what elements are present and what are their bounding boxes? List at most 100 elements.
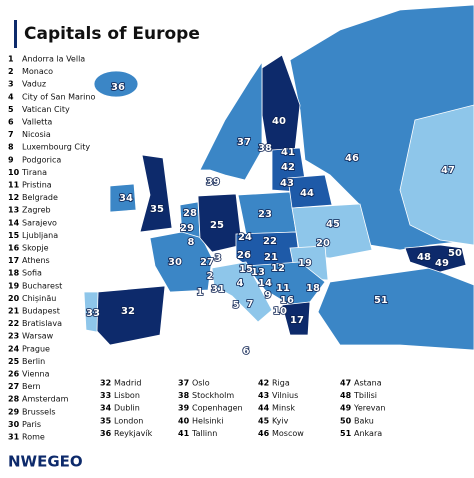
capital-name: Athens bbox=[22, 256, 50, 265]
capital-number: 46 bbox=[258, 429, 270, 438]
capital-number: 36 bbox=[100, 429, 112, 438]
logo: NWEGEO bbox=[8, 453, 83, 471]
map-label: 4 bbox=[237, 278, 244, 289]
capital-name: Andorra la Vella bbox=[22, 55, 85, 64]
capital-name: Oslo bbox=[192, 379, 210, 388]
map-label: 43 bbox=[280, 178, 294, 189]
capital-number: 12 bbox=[8, 193, 19, 202]
capital-number: 26 bbox=[8, 370, 20, 379]
map-label: 24 bbox=[238, 232, 252, 243]
map-label: 42 bbox=[281, 162, 295, 173]
capital-name: London bbox=[114, 416, 143, 425]
capital-name: Yerevan bbox=[353, 404, 386, 413]
capital-number: 35 bbox=[100, 416, 112, 425]
capital-name: Pristina bbox=[22, 181, 52, 190]
map-label: 10 bbox=[273, 306, 287, 317]
capital-number: 38 bbox=[178, 391, 190, 400]
map-label: 28 bbox=[183, 208, 197, 219]
capital-name: Lisbon bbox=[114, 391, 140, 400]
map-label: 44 bbox=[300, 188, 314, 199]
map-label: 41 bbox=[281, 147, 295, 158]
map-label: 26 bbox=[237, 250, 251, 261]
map-label: 32 bbox=[121, 306, 135, 317]
greece bbox=[281, 301, 311, 336]
capital-number: 5 bbox=[8, 105, 14, 114]
capital-name: Sarajevo bbox=[22, 218, 57, 227]
capital-number: 48 bbox=[340, 391, 352, 400]
map-label: 23 bbox=[258, 209, 272, 220]
capital-number: 39 bbox=[178, 404, 190, 413]
map-label: 36 bbox=[111, 82, 125, 93]
capital-number: 51 bbox=[340, 429, 352, 438]
map-label: 34 bbox=[119, 193, 133, 204]
capital-number: 20 bbox=[8, 294, 20, 303]
kazakhstan bbox=[399, 104, 474, 246]
capital-name: Kyiv bbox=[272, 416, 289, 425]
map-label: 31 bbox=[211, 284, 225, 295]
capital-name: Warsaw bbox=[22, 332, 54, 341]
capital-number: 44 bbox=[258, 404, 270, 413]
capital-name: Zagreb bbox=[22, 206, 51, 215]
map-label: 49 bbox=[435, 258, 449, 269]
map-label: 35 bbox=[150, 204, 164, 215]
map-label: 50 bbox=[448, 248, 462, 259]
capital-number: 43 bbox=[258, 391, 269, 400]
capital-name: Helsinki bbox=[192, 416, 223, 425]
caucasus bbox=[404, 244, 467, 273]
capital-number: 37 bbox=[178, 379, 189, 388]
capital-number: 33 bbox=[100, 391, 111, 400]
title-accent bbox=[14, 20, 17, 48]
capital-name: Belgrade bbox=[22, 193, 58, 202]
map-label: 16 bbox=[280, 295, 294, 306]
map-label: 2 bbox=[207, 271, 214, 282]
ireland bbox=[109, 183, 137, 213]
map-label: 15 bbox=[239, 264, 253, 275]
capital-number: 3 bbox=[8, 80, 14, 89]
map-label: 5 bbox=[233, 300, 240, 311]
capital-number: 13 bbox=[8, 206, 19, 215]
map-label: 51 bbox=[374, 295, 388, 306]
capital-number: 18 bbox=[8, 269, 20, 278]
capital-number: 8 bbox=[8, 143, 14, 152]
capital-number: 42 bbox=[258, 379, 269, 388]
map-label: 37 bbox=[237, 137, 251, 148]
map-label: 14 bbox=[258, 278, 272, 289]
map-label: 20 bbox=[316, 238, 330, 249]
capital-number: 16 bbox=[8, 244, 20, 253]
map-label: 1 bbox=[197, 287, 204, 298]
capital-name: Rome bbox=[22, 433, 45, 442]
capital-number: 49 bbox=[340, 404, 352, 413]
map-label: 48 bbox=[417, 252, 431, 263]
capital-number: 9 bbox=[8, 155, 14, 164]
capital-number: 14 bbox=[8, 218, 20, 227]
capital-number: 50 bbox=[340, 416, 352, 425]
capital-name: Sofia bbox=[22, 269, 42, 278]
map bbox=[83, 4, 474, 351]
map-label: 11 bbox=[276, 283, 290, 294]
capital-name: Skopje bbox=[22, 244, 49, 253]
capital-number: 6 bbox=[8, 118, 14, 127]
capital-name: Monaco bbox=[22, 67, 53, 76]
capital-name: Valletta bbox=[22, 118, 52, 127]
capital-number: 23 bbox=[8, 332, 19, 341]
capital-name: Moscow bbox=[272, 429, 304, 438]
capital-name: Stockholm bbox=[192, 391, 234, 400]
capital-number: 17 bbox=[8, 256, 19, 265]
capital-name: Bratislava bbox=[22, 319, 62, 328]
capital-number: 27 bbox=[8, 382, 19, 391]
uk bbox=[139, 154, 173, 233]
capital-number: 4 bbox=[8, 92, 14, 101]
map-label: 9 bbox=[265, 290, 272, 301]
map-label: 19 bbox=[298, 258, 312, 269]
capital-name: Nicosia bbox=[22, 130, 51, 139]
capital-number: 22 bbox=[8, 319, 19, 328]
capital-name: Berlin bbox=[22, 357, 45, 366]
capital-number: 19 bbox=[8, 281, 20, 290]
map-label: 12 bbox=[271, 263, 285, 274]
capital-number: 1 bbox=[8, 55, 14, 64]
map-label: 27 bbox=[200, 257, 214, 268]
capital-name: Amsterdam bbox=[22, 395, 69, 404]
capital-number: 47 bbox=[340, 379, 351, 388]
map-label: 22 bbox=[263, 236, 277, 247]
